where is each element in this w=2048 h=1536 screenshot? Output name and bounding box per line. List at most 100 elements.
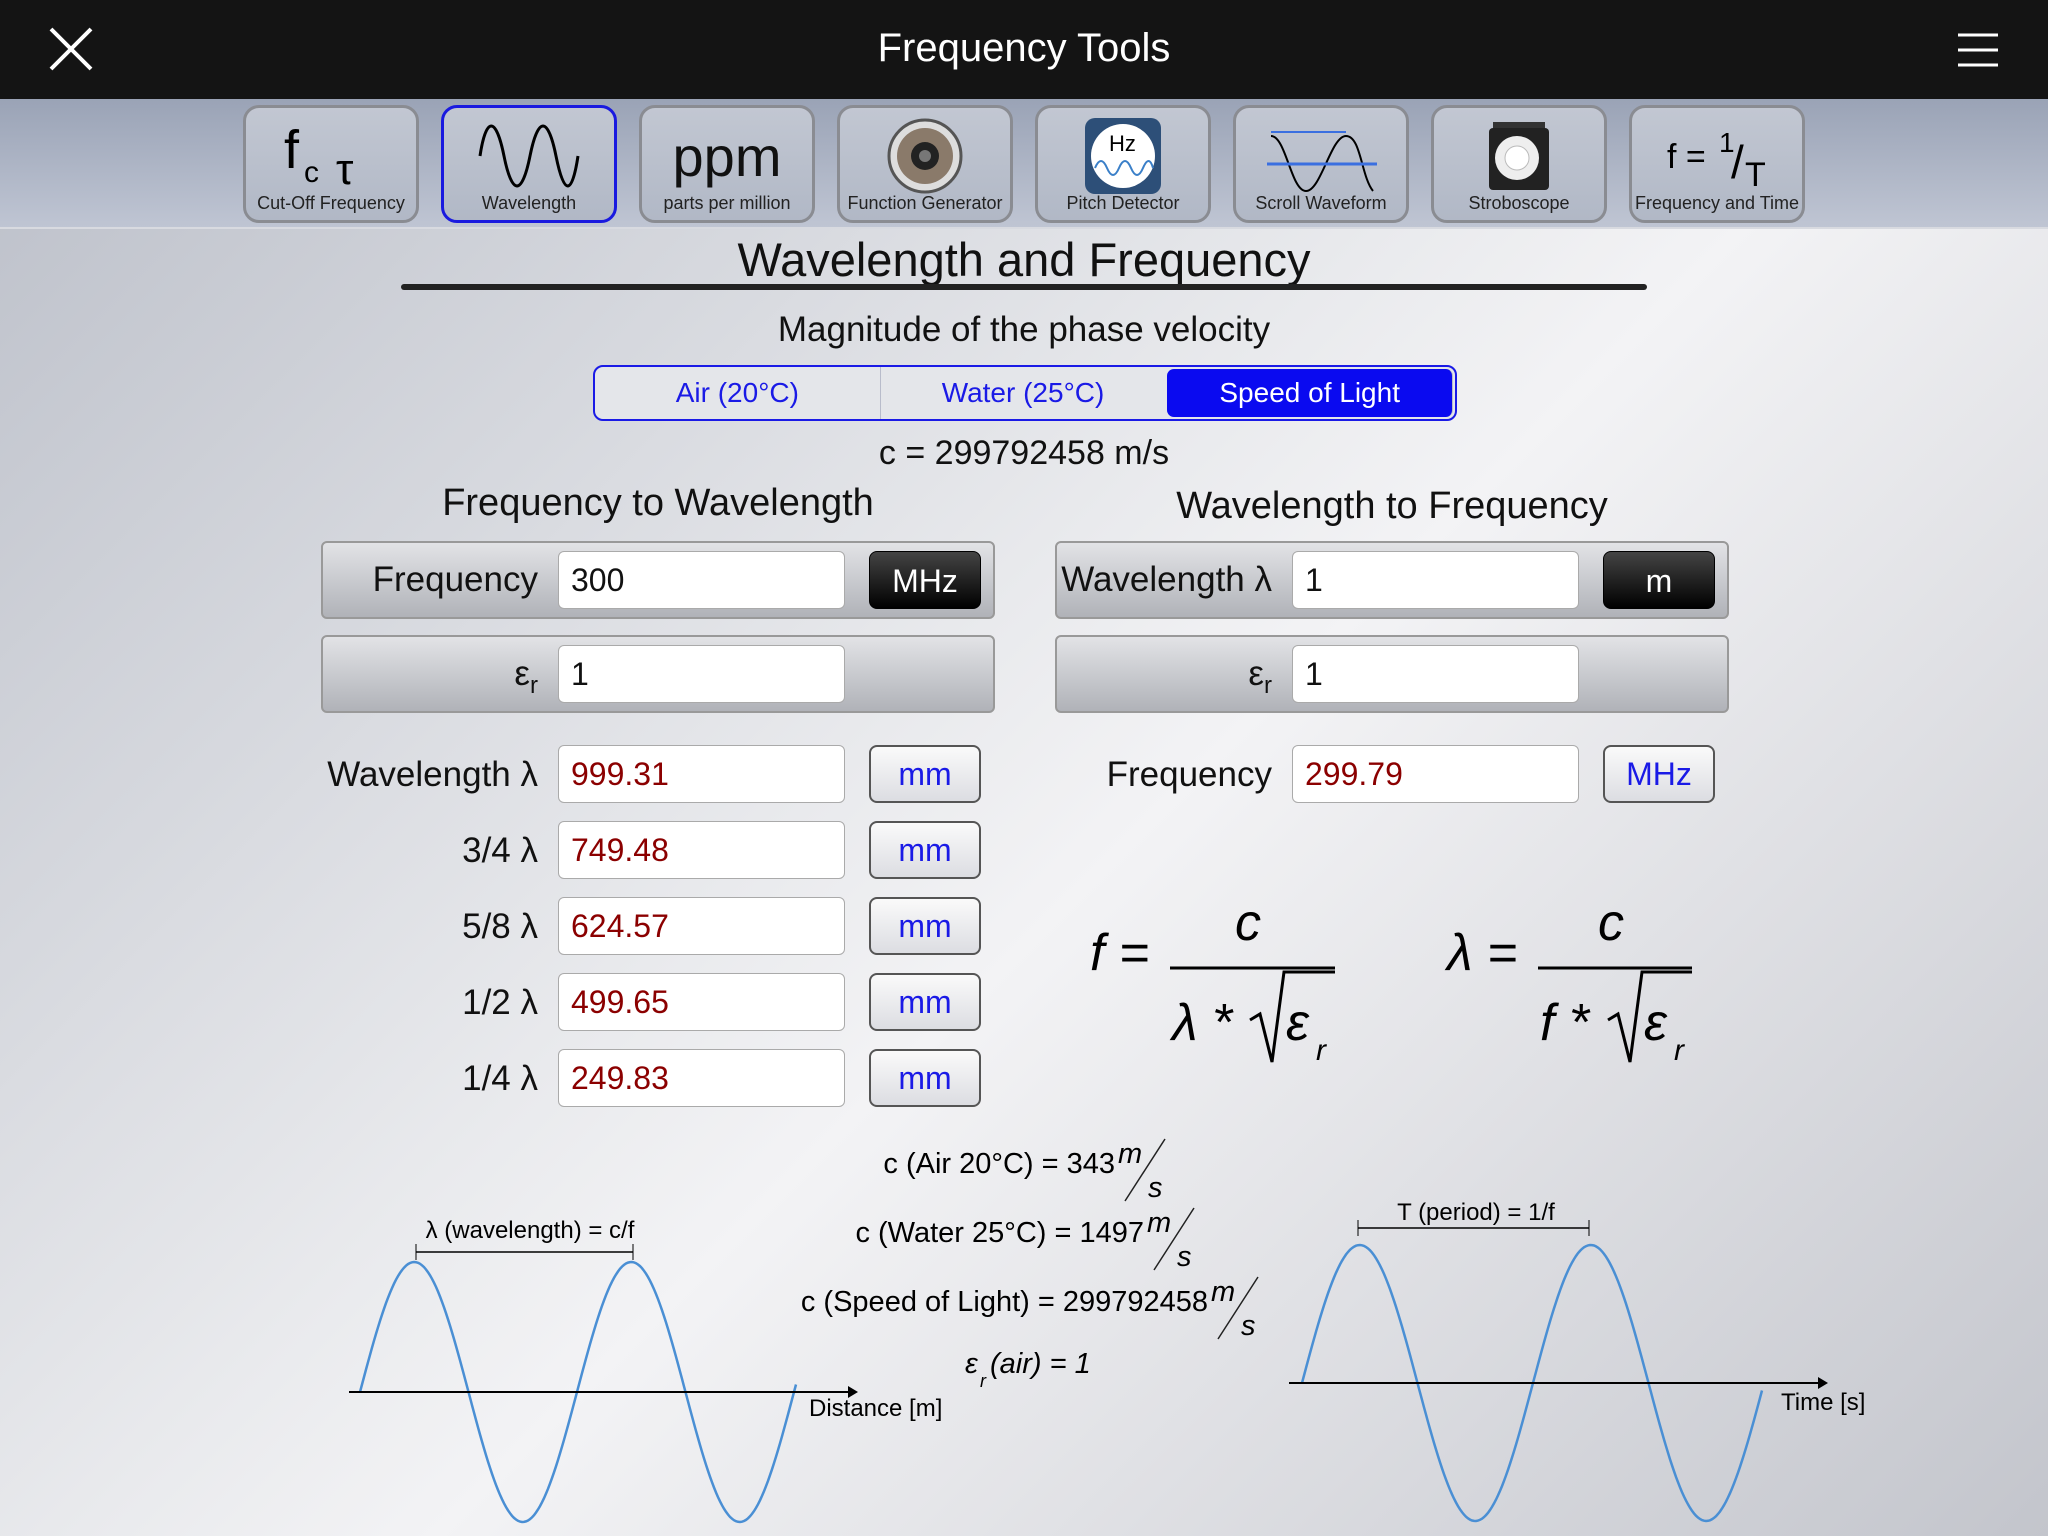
- tool-label: parts per million: [663, 193, 791, 213]
- svg-text:/: /: [1731, 136, 1744, 188]
- formula-frequency: f = c λ * ε r: [1090, 894, 1335, 1067]
- svg-text:(air) = 1: (air) = 1: [990, 1348, 1091, 1380]
- constant-air: c (Air 20°C) = 343: [883, 1148, 1115, 1180]
- svg-text:c: c: [304, 156, 319, 189]
- svg-text:f *: f *: [1540, 994, 1591, 1052]
- tool-ppm[interactable]: ppm parts per million: [639, 105, 815, 223]
- ppm-glyph: ppm: [672, 124, 782, 188]
- unit-button[interactable]: mm: [869, 897, 981, 955]
- app-title: Frequency Tools: [877, 26, 1171, 70]
- five-eighth-wavelength-result: 624.57: [558, 897, 845, 955]
- tool-label: Function Generator: [847, 193, 1003, 213]
- title-divider: [401, 284, 1647, 290]
- tool-label: Wavelength: [481, 193, 577, 213]
- tool-frequency-and-time[interactable]: f = 1/T Frequency and Time: [1629, 105, 1805, 223]
- wavelength-unit-button[interactable]: m: [1603, 551, 1715, 609]
- svg-text:λ *: λ *: [1169, 994, 1234, 1052]
- scroll-waveform-icon: [1236, 116, 1406, 196]
- svg-text:r: r: [980, 1371, 987, 1391]
- wavelength-input[interactable]: 1: [1292, 551, 1579, 609]
- result-label: 5/8 λ: [462, 907, 538, 946]
- epsilon-air: εr(air) = 1: [965, 1348, 1091, 1391]
- tool-function-generator[interactable]: Function Generator: [837, 105, 1013, 223]
- hamburger-menu-icon[interactable]: [1958, 32, 1998, 68]
- frequency-label: Frequency: [372, 560, 538, 599]
- svg-text:1: 1: [1719, 127, 1735, 158]
- top-bar: [0, 0, 2048, 99]
- frequency-unit-button[interactable]: MHz: [869, 551, 981, 609]
- period-diagram: Time [s] T (period) = 1/f: [1289, 1199, 1865, 1523]
- hz-glyph: Hz: [1109, 131, 1136, 156]
- wavelength-label: Wavelength λ: [1061, 560, 1272, 599]
- svg-text:m: m: [1118, 1138, 1142, 1170]
- svg-text:ε: ε: [1286, 994, 1310, 1052]
- segment-speed-of-light[interactable]: Speed of Light: [1167, 369, 1454, 417]
- tool-scroll-waveform[interactable]: Scroll Waveform: [1233, 105, 1409, 223]
- sine-wave-icon: [444, 116, 614, 196]
- svg-text:c: c: [1235, 894, 1261, 952]
- svg-text:τ: τ: [336, 145, 354, 194]
- svg-text:r: r: [1316, 1034, 1327, 1067]
- svg-text:T: T: [1745, 156, 1766, 194]
- f2w-heading: Frequency to Wavelength: [442, 482, 874, 524]
- period-sine-wave: [1300, 1243, 1764, 1523]
- frequency-input[interactable]: 300: [558, 551, 845, 609]
- tool-label: Cut-Off Frequency: [257, 193, 405, 213]
- unit-button[interactable]: mm: [869, 973, 981, 1031]
- wavelength-sine-wave: [358, 1260, 798, 1524]
- segment-water[interactable]: Water (25°C): [941, 377, 1105, 408]
- ppm-icon: ppm: [642, 116, 812, 196]
- svg-text:r: r: [1674, 1034, 1685, 1067]
- svg-text:ε: ε: [965, 1348, 979, 1380]
- svg-text:f: f: [284, 120, 300, 180]
- svg-text:f =: f =: [1667, 138, 1706, 176]
- svg-text:f =: f =: [1090, 924, 1149, 982]
- wave-diagrams: Distance [m] λ (wavelength) = c/f Time […: [349, 1199, 1865, 1524]
- tool-pitch-detector[interactable]: Hz Pitch Detector: [1035, 105, 1211, 223]
- strobe-light-icon: [1434, 116, 1604, 196]
- velocity-label: Magnitude of the phase velocity: [777, 310, 1271, 349]
- distance-axis-label: Distance [m]: [809, 1395, 942, 1422]
- constant-water: c (Water 25°C) = 1497: [855, 1217, 1144, 1249]
- time-axis-label: Time [s]: [1781, 1389, 1865, 1416]
- epsilon-r-input-left[interactable]: 1: [558, 645, 845, 703]
- speaker-icon: [840, 116, 1010, 196]
- unit-button[interactable]: mm: [869, 821, 981, 879]
- epsilon-r-label: εr: [514, 654, 538, 699]
- constants-block: c (Air 20°C) = 343 ms c (Water 25°C) = 1…: [801, 1138, 1259, 1391]
- quarter-wavelength-result: 249.83: [558, 1049, 845, 1107]
- svg-text:s: s: [1177, 1241, 1192, 1273]
- constant-light: c (Speed of Light) = 299792458: [801, 1286, 1208, 1318]
- tool-stroboscope[interactable]: Stroboscope: [1431, 105, 1607, 223]
- svg-text:c: c: [1598, 894, 1624, 952]
- epsilon-r-input-right[interactable]: 1: [1292, 645, 1579, 703]
- half-wavelength-result: 499.65: [558, 973, 845, 1031]
- page-title: Wavelength and Frequency: [737, 233, 1311, 286]
- close-icon[interactable]: [48, 26, 94, 72]
- unit-button[interactable]: mm: [869, 1049, 981, 1107]
- tool-wavelength[interactable]: Wavelength: [441, 105, 617, 223]
- formulas: f = c λ * ε r λ = c f * ε r: [1090, 894, 1692, 1067]
- svg-text:s: s: [1241, 1310, 1256, 1342]
- unit-button[interactable]: mm: [869, 745, 981, 803]
- result-label: Wavelength λ: [327, 755, 538, 794]
- hz-wave-icon: Hz: [1038, 116, 1208, 196]
- tool-label: Stroboscope: [1468, 193, 1570, 213]
- frequency-result-label: Frequency: [1106, 755, 1272, 794]
- frequency-result-unit-button[interactable]: MHz: [1603, 745, 1715, 803]
- period-diagram-label: T (period) = 1/f: [1397, 1199, 1555, 1226]
- wavelength-diagram: Distance [m] λ (wavelength) = c/f: [349, 1217, 942, 1524]
- frequency-result: 299.79: [1292, 745, 1579, 803]
- wavelength-diagram-label: λ (wavelength) = c/f: [426, 1217, 635, 1244]
- wavelength-result: 999.31: [558, 745, 845, 803]
- formula-wavelength: λ = c f * ε r: [1444, 894, 1692, 1067]
- svg-text:ε: ε: [1644, 994, 1668, 1052]
- result-label: 3/4 λ: [462, 831, 538, 870]
- result-label: 1/2 λ: [462, 983, 538, 1022]
- svg-text:m: m: [1147, 1207, 1171, 1239]
- segment-air[interactable]: Air (20°C): [595, 367, 881, 419]
- tool-label: Pitch Detector: [1066, 193, 1180, 213]
